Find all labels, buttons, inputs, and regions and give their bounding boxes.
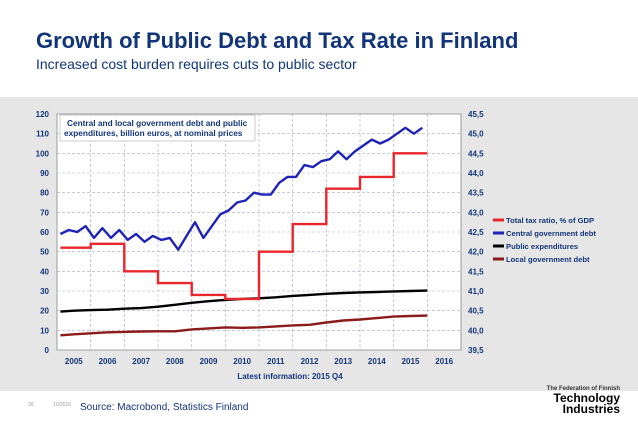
y-tick-left: 30 xyxy=(40,287,49,296)
legend-label: Central government debt xyxy=(506,229,596,238)
x-axis-label: Latest information: 2015 Q4 xyxy=(237,372,343,381)
x-tick: 2012 xyxy=(301,357,319,366)
y-tick-left: 50 xyxy=(40,248,49,257)
annotation-box: Central and local government debt and pu… xyxy=(59,114,256,142)
logo: The Federation of Finnish Technology Ind… xyxy=(515,386,620,418)
legend-label: Local government debt xyxy=(506,255,590,264)
series-line-1 xyxy=(60,152,428,301)
y-tick-left: 110 xyxy=(36,130,49,139)
y-tick-right: 40,5 xyxy=(468,307,484,316)
legend-label: Public expenditures xyxy=(506,242,578,251)
series-line-4 xyxy=(60,314,428,337)
y-tick-left: 120 xyxy=(36,110,50,119)
y-tick-right: 44,0 xyxy=(468,169,484,178)
page-title: Growth of Public Debt and Tax Rate in Fi… xyxy=(36,28,519,53)
series-group xyxy=(59,126,428,337)
x-tick: 2013 xyxy=(334,357,352,366)
y-tick-right: 45,0 xyxy=(468,130,484,139)
page-number: 26 xyxy=(28,402,34,408)
y-tick-left: 80 xyxy=(40,189,49,198)
x-tick: 2008 xyxy=(166,357,184,366)
y-axis-right: 39,5 40,0 40,5 41,0 41,5 42,0 42,5 43,0 43,5 44,0… xyxy=(468,110,484,355)
x-tick: 2016 xyxy=(435,357,453,366)
y-tick-right: 44,5 xyxy=(468,149,484,158)
x-axis: 2005 2006 2007 2008 2009 2010 2011 2012 2013 2014… xyxy=(65,357,454,366)
logo-mid-text: Technology xyxy=(553,391,620,405)
legend-label: Total tax ratio, % of GDP xyxy=(506,216,594,225)
y-tick-right: 43,0 xyxy=(468,208,484,217)
footer-date: 10/2016 xyxy=(53,402,72,408)
x-tick: 2005 xyxy=(65,357,83,366)
y-tick-left: 60 xyxy=(40,228,49,237)
logo-top-text: The Federation of Finnish xyxy=(546,386,620,392)
annotation-line-2: expenditures, billion euros, at nominal … xyxy=(64,128,243,138)
y-tick-left: 40 xyxy=(40,267,49,276)
x-tick: 2009 xyxy=(200,357,218,366)
x-tick: 2015 xyxy=(402,357,420,366)
y-tick-left: 20 xyxy=(40,307,49,316)
y-tick-right: 40,0 xyxy=(468,326,484,335)
annotation-line-1: Central and local government debt and pu… xyxy=(67,118,248,128)
y-tick-left: 90 xyxy=(40,169,49,178)
x-tick: 2011 xyxy=(267,357,285,366)
page-subtitle: Increased cost burden requires cuts to p… xyxy=(36,56,357,72)
source-note: Source: Macrobond, Statistics Finland xyxy=(80,402,249,413)
y-tick-right: 39,5 xyxy=(468,346,484,355)
y-tick-left: 0 xyxy=(45,346,50,355)
y-tick-right: 41,5 xyxy=(468,267,484,276)
series-line-2 xyxy=(59,126,423,251)
y-axis-left: 0 10 20 30 40 50 60 70 80 90 100 110 120 xyxy=(36,110,50,355)
x-tick: 2010 xyxy=(233,357,251,366)
y-tick-right: 45,5 xyxy=(468,110,484,119)
y-tick-right: 43,5 xyxy=(468,189,484,198)
x-tick: 2014 xyxy=(368,357,386,366)
y-tick-left: 100 xyxy=(36,149,50,158)
legend: Total tax ratio, % of GDP Central governm… xyxy=(493,216,596,264)
y-tick-right: 42,5 xyxy=(468,228,484,237)
logo-bottom-text: Industries xyxy=(562,402,620,416)
y-tick-right: 42,0 xyxy=(468,248,484,257)
y-tick-left: 70 xyxy=(40,208,49,217)
y-tick-right: 41,0 xyxy=(468,287,484,296)
x-tick: 2007 xyxy=(132,357,150,366)
y-tick-left: 10 xyxy=(40,326,49,335)
x-tick: 2006 xyxy=(99,357,117,366)
